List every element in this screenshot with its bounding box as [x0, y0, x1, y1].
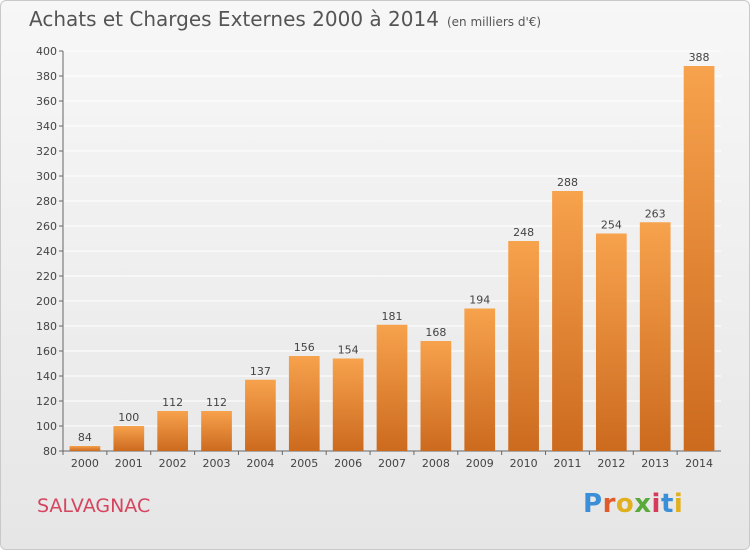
commune-name: SALVAGNAC: [37, 495, 151, 517]
bar-2008: [420, 341, 452, 451]
chart-title-text: Achats et Charges Externes 2000 à 2014: [29, 7, 439, 31]
y-tick-label: 140: [36, 370, 57, 383]
y-tick-label: 100: [36, 420, 57, 433]
data-label-2000: 84: [78, 431, 92, 444]
bar-2013: [639, 222, 671, 451]
bar-2002: [157, 411, 189, 451]
y-tick-label: 240: [36, 245, 57, 258]
bar-2007: [376, 324, 408, 451]
x-tick-label-2000: 2000: [71, 457, 99, 470]
y-tick-label: 380: [36, 70, 57, 83]
x-tick-label-2012: 2012: [597, 457, 625, 470]
logo-letter: i: [673, 489, 684, 519]
y-tick-label: 80: [43, 445, 57, 458]
data-label-2012: 254: [601, 219, 622, 232]
y-tick-label: 320: [36, 145, 57, 158]
x-tick-label-2007: 2007: [378, 457, 406, 470]
data-label-2011: 288: [557, 176, 578, 189]
chart-unit: (en milliers d'€): [446, 15, 542, 29]
x-tick-label-2011: 2011: [553, 457, 581, 470]
x-tick-label-2002: 2002: [159, 457, 187, 470]
y-tick-label: 180: [36, 320, 57, 333]
x-tick-label-2014: 2014: [685, 457, 713, 470]
x-axis: 2000 2001 2002 2003 2004 2005 2006 2007 2008 2009…: [62, 451, 713, 470]
data-label-2003: 112: [206, 396, 227, 409]
bar-2009: [464, 308, 496, 451]
data-label-2014: 388: [689, 51, 710, 64]
data-label-2001: 100: [118, 411, 139, 424]
y-tick-label: 260: [36, 220, 57, 233]
y-tick-label: 200: [36, 295, 57, 308]
bar-2003: [201, 411, 232, 451]
logo-letter: P: [583, 489, 603, 519]
bar-2006: [332, 358, 364, 451]
x-tick-label-2006: 2006: [334, 457, 362, 470]
bar-2012: [595, 233, 627, 451]
bar-2001: [113, 426, 145, 451]
data-label-2013: 263: [645, 207, 666, 220]
bar-2004: [245, 379, 276, 451]
data-label-2006: 154: [338, 344, 359, 357]
y-tick-label: 400: [36, 45, 57, 58]
x-tick-label-2005: 2005: [290, 457, 318, 470]
x-tick-label-2001: 2001: [115, 457, 143, 470]
y-tick-label: 300: [36, 170, 57, 183]
y-tick-label: 160: [36, 345, 57, 358]
bar-2000: [69, 446, 101, 451]
data-label-2002: 112: [162, 396, 183, 409]
data-label-2005: 156: [294, 341, 315, 354]
y-tick-label: 360: [36, 95, 57, 108]
bars: 84 100 112 112 137 156 154 181 168 194 248 288 254 26…: [69, 51, 715, 451]
logo-letter: r: [602, 489, 616, 519]
bar-2014: [683, 66, 715, 451]
y-tick-label: 120: [36, 395, 57, 408]
x-tick-label-2010: 2010: [510, 457, 538, 470]
y-tick-label: 220: [36, 270, 57, 283]
logo-letter: x: [634, 489, 652, 519]
y-tick-label: 340: [36, 120, 57, 133]
proxiti-logo[interactable]: Proxiti: [583, 489, 683, 519]
data-label-2009: 194: [469, 294, 490, 307]
bar-2005: [288, 356, 320, 451]
x-tick-label-2003: 2003: [203, 457, 231, 470]
x-tick-label-2008: 2008: [422, 457, 450, 470]
bar-2011: [552, 191, 583, 451]
data-label-2010: 248: [513, 226, 534, 239]
x-tick-label-2009: 2009: [466, 457, 494, 470]
logo-letter: o: [615, 489, 635, 519]
logo-letter: i: [651, 489, 661, 519]
y-tick-label: 280: [36, 195, 57, 208]
logo-letter: t: [660, 489, 674, 519]
x-tick-label-2004: 2004: [246, 457, 274, 470]
data-label-2004: 137: [250, 365, 271, 378]
data-label-2008: 168: [425, 326, 446, 339]
bar-2010: [508, 241, 539, 451]
chart-title: Achats et Charges Externes 2000 à 2014 (e…: [29, 7, 541, 31]
x-tick-label-2013: 2013: [641, 457, 669, 470]
data-label-2007: 181: [382, 310, 403, 323]
